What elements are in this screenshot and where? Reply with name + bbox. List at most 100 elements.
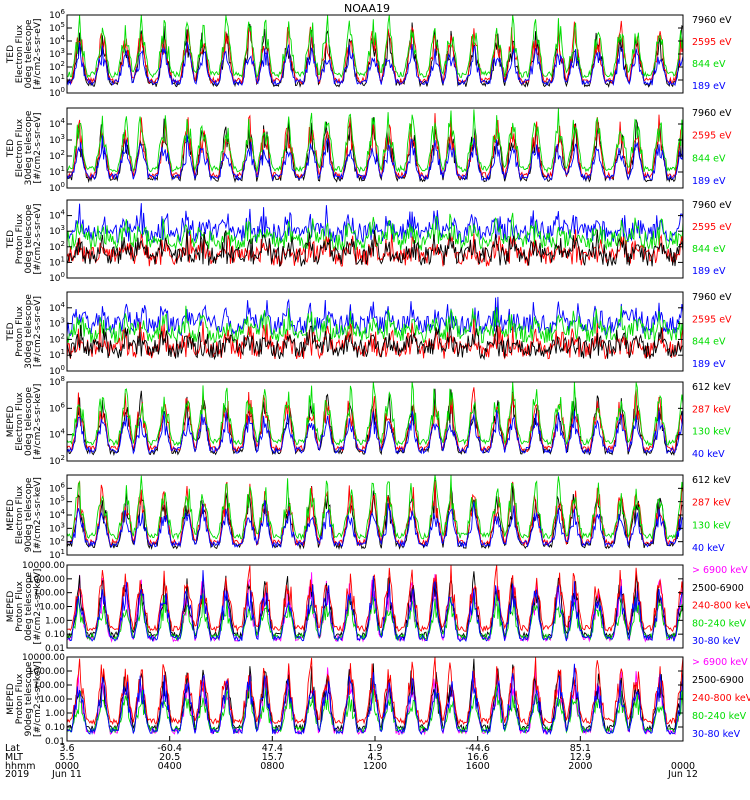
y-axis-label: [#/cm2-s-sr-keV] bbox=[33, 477, 43, 553]
series-trace-7-3 bbox=[66, 564, 684, 633]
y-tick-label: 100 bbox=[49, 181, 65, 194]
legend-entry: 2595 eV bbox=[692, 37, 732, 48]
chart-title: NOAA19 bbox=[344, 2, 390, 15]
x-tick-label: 5.5 bbox=[59, 752, 74, 763]
series-trace-5-3 bbox=[66, 381, 684, 447]
y-tick-label: 1.00 bbox=[45, 616, 65, 626]
y-axis-label: 90deg telescope bbox=[24, 477, 34, 552]
y-axis-label: Electron Flux bbox=[15, 485, 25, 544]
series-trace-3-1 bbox=[66, 228, 684, 268]
y-tick-label: 101 bbox=[49, 255, 65, 268]
y-tick-label: 0.10 bbox=[45, 630, 65, 640]
y-axis-label: [#/cm2-s-sr-keV] bbox=[33, 384, 43, 460]
x-axis-row-label: Lat bbox=[5, 743, 20, 754]
y-tick-label: 1000.00 bbox=[28, 667, 65, 677]
y-axis-label: MEPED bbox=[6, 406, 16, 438]
y-tick-label: 103 bbox=[49, 224, 65, 237]
panel-7: 0.01 0.10 1.00 10.00 100.00 1000.00 10000.00 ME… bbox=[6, 561, 750, 654]
series-trace-8-5 bbox=[66, 663, 684, 736]
legend-entry: 844 eV bbox=[692, 244, 726, 255]
y-axis-label: Proton Flux bbox=[15, 581, 25, 632]
series-trace-3-2 bbox=[66, 229, 684, 267]
y-tick-label: 100.00 bbox=[34, 589, 66, 599]
y-axis-label: Proton Flux bbox=[15, 213, 25, 264]
series-trace-4-4 bbox=[66, 296, 684, 337]
y-axis-label: 0deg telescope bbox=[24, 572, 34, 642]
y-axis-label: 30deg telescope bbox=[24, 294, 34, 369]
y-tick-label: 106 bbox=[49, 401, 65, 414]
series-trace-6-2 bbox=[66, 480, 684, 547]
legend-entry: 2595 eV bbox=[692, 222, 732, 233]
x-tick-label: 0800 bbox=[260, 761, 284, 772]
y-axis-label: 0deg telescope bbox=[24, 387, 34, 457]
series-trace-2-4 bbox=[66, 134, 684, 182]
legend-entry: 30-80 keV bbox=[692, 636, 741, 647]
series-trace-4-3 bbox=[66, 305, 684, 344]
y-tick-label: 102 bbox=[49, 60, 65, 73]
y-tick-label: 102 bbox=[49, 454, 65, 467]
y-tick-label: 104 bbox=[49, 428, 65, 441]
y-tick-label: 106 bbox=[49, 8, 65, 21]
y-tick-label: 10.00 bbox=[39, 695, 65, 705]
legend-entry: 189 eV bbox=[692, 176, 726, 187]
x-tick-label: -60.4 bbox=[157, 743, 182, 754]
legend-entry: 80-240 keV bbox=[692, 618, 747, 629]
y-tick-label: 1000.00 bbox=[28, 575, 65, 585]
series-trace-5-2 bbox=[66, 387, 684, 454]
y-tick-label: 1.00 bbox=[45, 709, 65, 719]
y-axis-label: MEPED bbox=[6, 683, 16, 715]
x-tick-label: 47.4 bbox=[262, 743, 283, 754]
legend-entry: 612 keV bbox=[692, 382, 731, 393]
y-tick-label: 102 bbox=[49, 240, 65, 253]
y-tick-label: 105 bbox=[49, 21, 65, 34]
x-tick-label: 1200 bbox=[363, 761, 387, 772]
y-axis-label: TED bbox=[6, 230, 16, 249]
y-axis-label: Electron Flux bbox=[15, 118, 25, 177]
x-tick-label: 0400 bbox=[158, 761, 182, 772]
y-tick-label: 104 bbox=[49, 508, 65, 521]
legend-entry: 189 eV bbox=[692, 81, 726, 92]
x-tick-label: 1600 bbox=[466, 761, 490, 772]
legend-entry: 40 keV bbox=[692, 449, 725, 460]
y-axis-label: [#/cm2-s-sr-eV] bbox=[33, 296, 43, 367]
y-tick-label: 104 bbox=[49, 209, 65, 222]
x-tick-label: 4.5 bbox=[367, 752, 382, 763]
series-trace-4-1 bbox=[66, 323, 684, 361]
legend-entry: 612 keV bbox=[692, 475, 731, 486]
y-axis-label: 0deg telescope bbox=[24, 204, 34, 274]
legend-entry: 130 keV bbox=[692, 427, 731, 438]
y-axis-label: Proton Flux bbox=[15, 306, 25, 357]
y-tick-label: 101 bbox=[49, 73, 65, 86]
y-tick-label: 103 bbox=[49, 317, 65, 330]
legend-entry: > 6900 keV bbox=[692, 565, 748, 576]
x-axis-row-label: 2019 bbox=[5, 769, 29, 780]
legend-entry: 287 keV bbox=[692, 404, 731, 415]
y-axis-label: [#/cm2-s-sr-keV] bbox=[33, 569, 43, 645]
legend-entry: 80-240 keV bbox=[692, 711, 747, 722]
panel-3: 100 101 102 103 104 TED Proton Flux 0deg telesc… bbox=[6, 199, 732, 284]
x-tick-label: 3.6 bbox=[59, 743, 74, 754]
y-tick-label: 0.01 bbox=[45, 737, 65, 747]
y-axis-label: Electron Flux bbox=[15, 392, 25, 451]
legend-entry: 7960 eV bbox=[692, 15, 732, 26]
x-tick-label: Jun 12 bbox=[667, 769, 698, 780]
panel-frame bbox=[66, 291, 684, 372]
series-trace-1-2 bbox=[66, 20, 684, 86]
x-tick-label: Jun 11 bbox=[51, 769, 82, 780]
y-tick-label: 103 bbox=[49, 47, 65, 60]
x-tick-label: 20.5 bbox=[159, 752, 180, 763]
x-tick-label: 16.6 bbox=[467, 752, 488, 763]
legend-entry: 7960 eV bbox=[692, 292, 732, 303]
panel-8: 0.01 0.10 1.00 10.00 100.00 1000.00 10000.00 ME… bbox=[6, 653, 750, 747]
series-trace-8-3 bbox=[66, 656, 684, 726]
y-tick-label: 104 bbox=[49, 34, 65, 47]
y-tick-label: 101 bbox=[49, 348, 65, 361]
x-axis-row-label: MLT bbox=[5, 752, 23, 763]
x-tick-label: 2000 bbox=[568, 761, 592, 772]
y-tick-label: 0.10 bbox=[45, 723, 65, 733]
